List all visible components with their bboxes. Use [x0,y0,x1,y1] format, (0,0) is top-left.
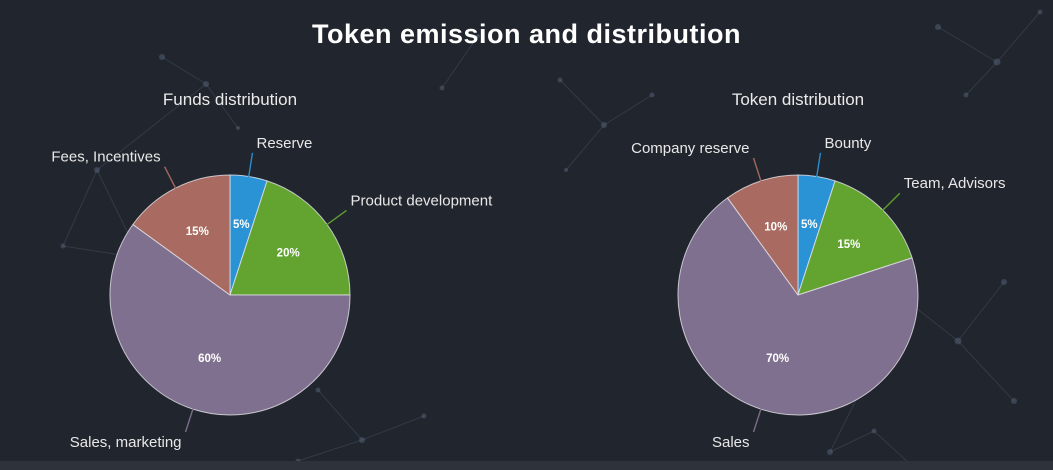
percent-label-reserve: 5% [233,219,250,231]
slice-label-sales: Sales [712,434,750,451]
percent-label-fees-incentives: 15% [186,226,209,238]
percent-label-company-reserve: 10% [764,222,787,234]
percent-label-team-advisors: 15% [837,239,860,251]
slice-label-team-advisors: Team, Advisors [904,175,1006,192]
chart-title-token-distribution: Token distribution [731,90,865,109]
label-leader-line-product-development [325,209,347,226]
label-leader-line-fees-incentives [163,166,177,190]
slice-label-company-reserve: Company reserve [631,140,749,157]
label-leader-line-bounty [815,152,822,178]
label-leader-line-team-advisors [881,192,901,212]
slice-label-reserve: Reserve [257,135,313,152]
percent-label-sales-marketing: 60% [198,353,221,365]
chart-title-funds-distribution: Funds distribution [162,90,298,109]
token-distribution-pie-chart: 5% Bounty 15% Team, Advisors 70% Sales 10% Comp… [631,135,1006,451]
slice-label-fees-incentives: Fees, Incentives [51,149,160,166]
label-leader-line-sales-marketing [184,407,194,433]
label-leader-line-sales [752,407,762,433]
percent-label-bounty: 5% [801,219,818,231]
slice-label-bounty: Bounty [825,135,872,152]
funds-distribution-pie-chart: 5% Reserve 20% Product development 60% Sales,… [51,135,494,451]
percent-label-sales: 70% [766,353,789,365]
slice-label-sales-marketing: Sales, marketing [70,434,182,451]
slice-label-product-development: Product development [351,192,494,209]
label-leader-line-reserve [247,152,254,178]
percent-label-product-development: 20% [277,248,300,260]
bottom-bar [0,461,1053,470]
label-leader-line-company-reserve [752,157,762,183]
page-title: Token emission and distribution [311,19,742,49]
